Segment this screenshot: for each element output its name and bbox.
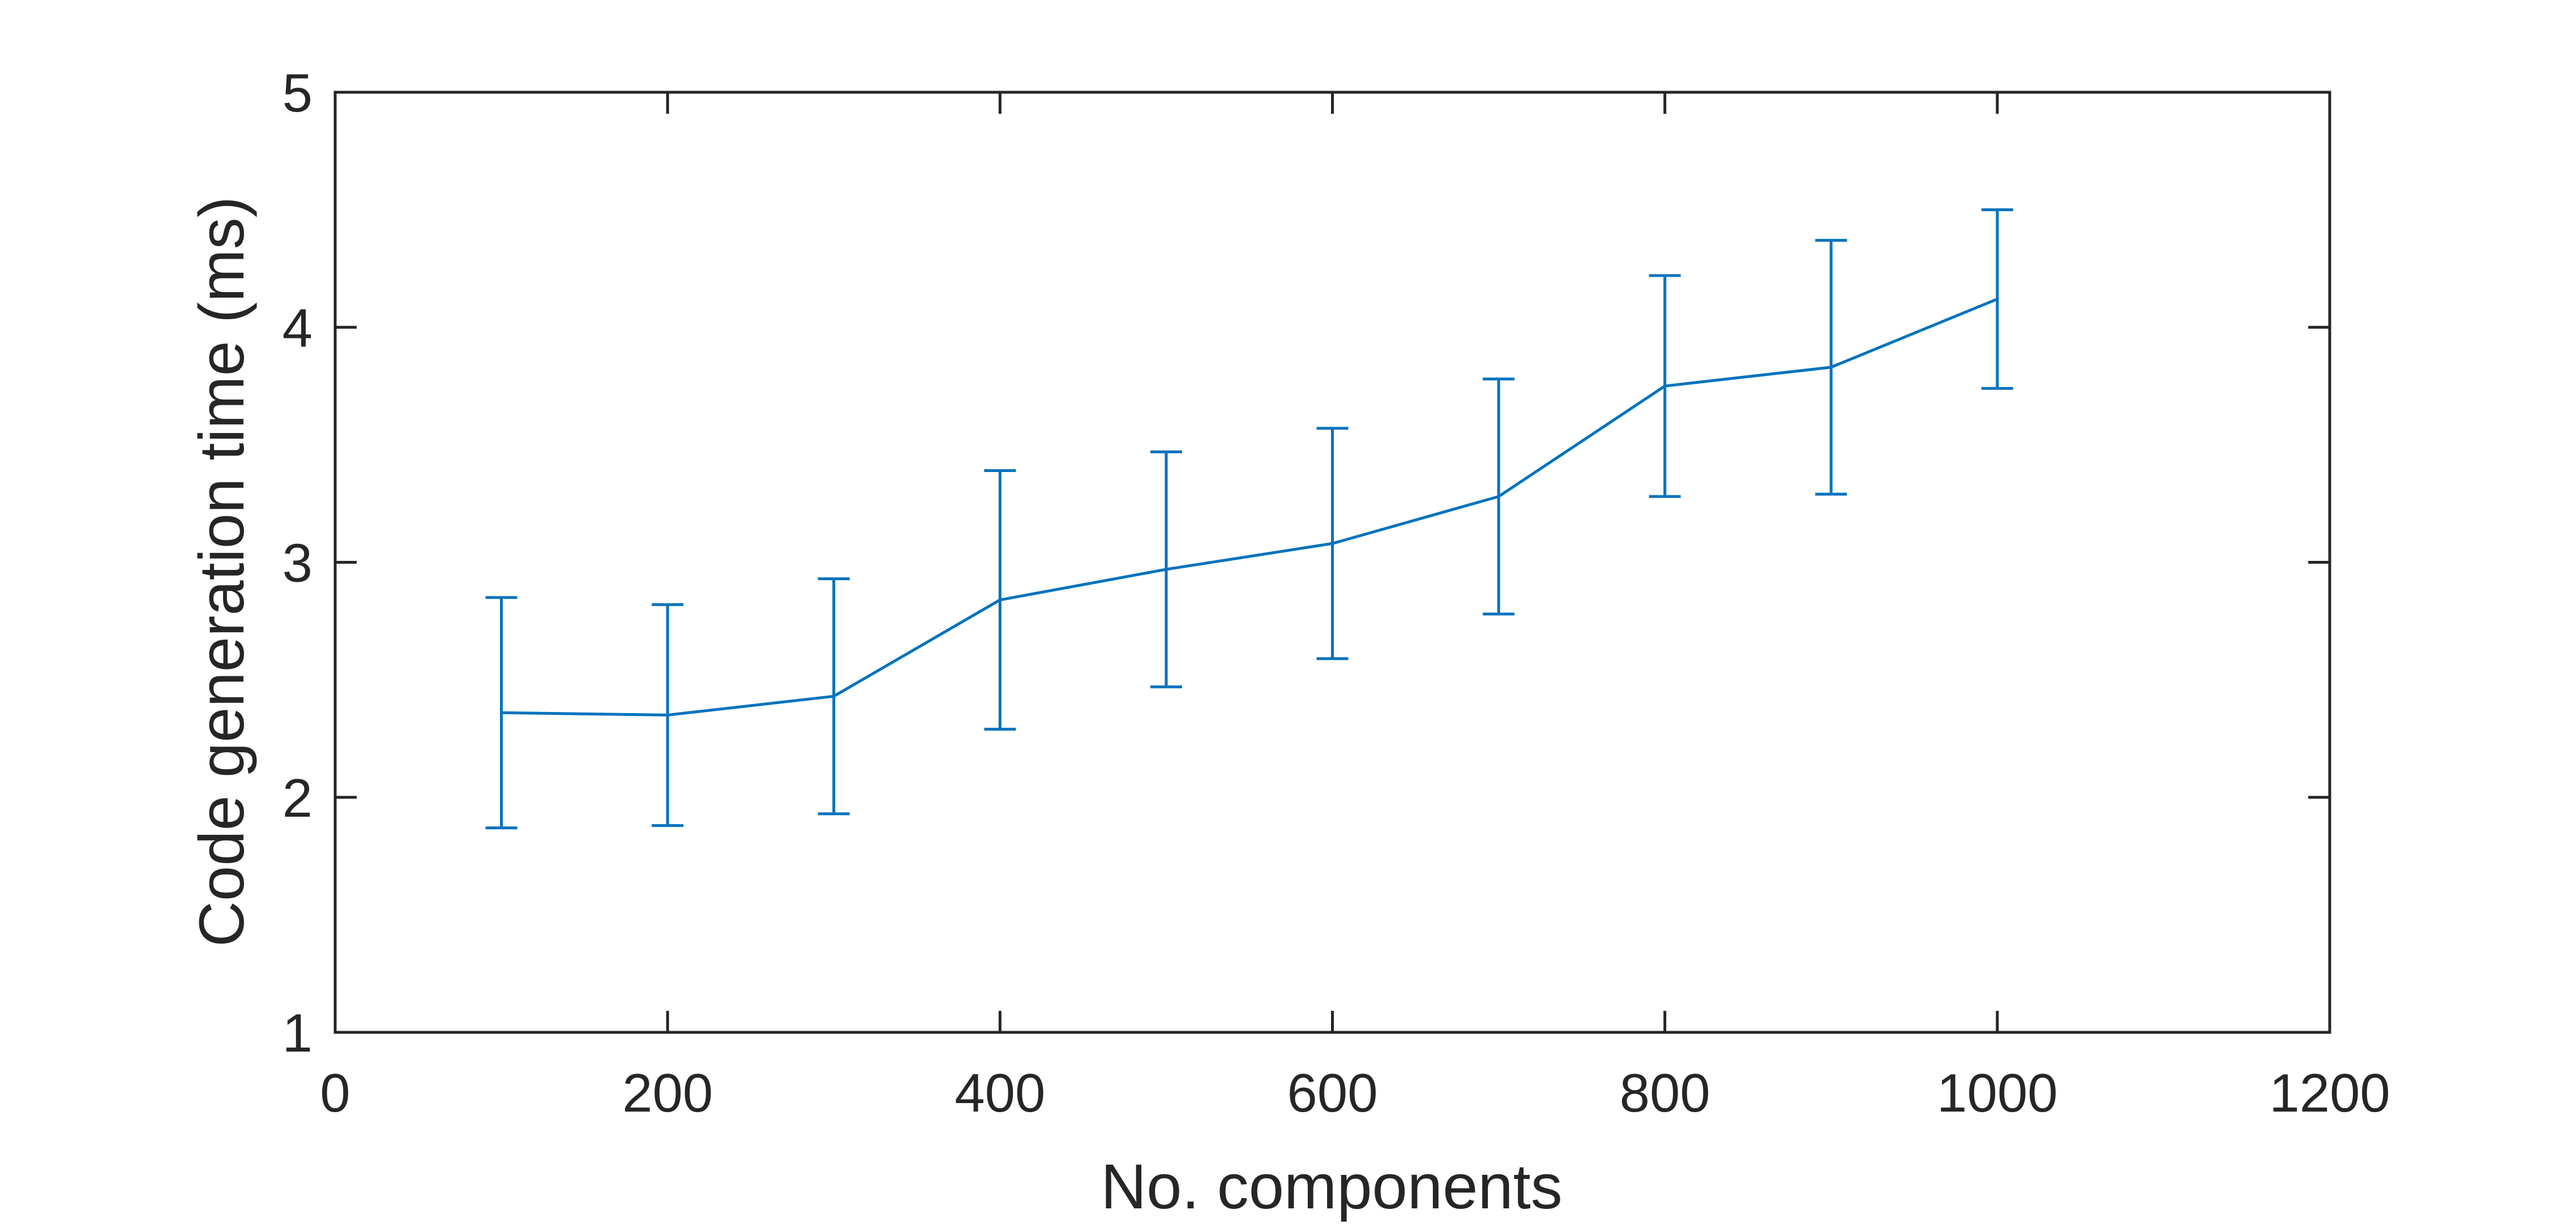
x-axis-label: No. components xyxy=(1101,1151,1563,1222)
x-tick-label: 0 xyxy=(320,1063,350,1123)
series-line xyxy=(501,298,1998,717)
x-tick-label: 600 xyxy=(1287,1063,1377,1123)
x-tick-label: 400 xyxy=(955,1063,1045,1123)
y-tick-label: 4 xyxy=(283,298,313,358)
y-tick-label: 5 xyxy=(283,63,313,123)
x-tick-label: 200 xyxy=(622,1063,713,1123)
x-tick-label: 800 xyxy=(1620,1063,1710,1123)
x-tick-label: 1000 xyxy=(1937,1063,2058,1123)
y-axis-label: Code generation time (ms) xyxy=(186,196,257,947)
y-tick-label: 3 xyxy=(283,533,313,594)
x-tick-label: 1200 xyxy=(2269,1063,2390,1123)
y-tick-label: 1 xyxy=(283,1003,313,1063)
y-tick-label: 2 xyxy=(283,768,313,829)
